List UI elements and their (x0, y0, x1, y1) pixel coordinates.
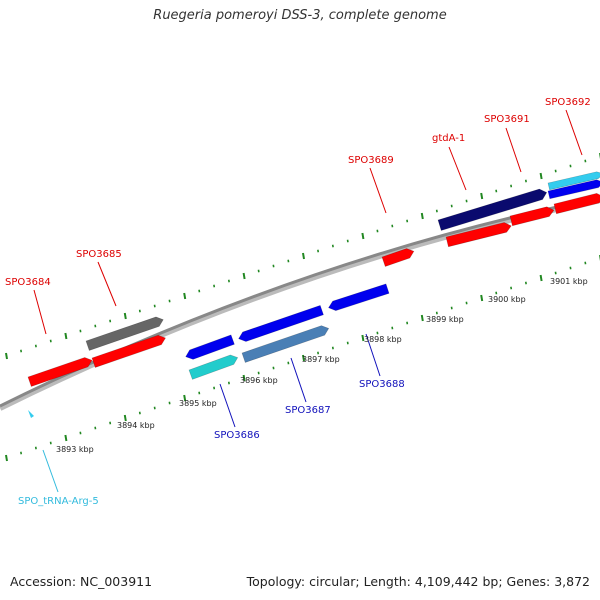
gene-gtda-1-fwd[interactable] (445, 221, 512, 248)
lower-guide-major-tick (183, 394, 187, 402)
callout-trna (42, 449, 59, 493)
trna-marker[interactable] (28, 410, 34, 418)
accession-text: Accession: NC_003911 (10, 574, 153, 589)
gene-spo3687-rev[interactable] (237, 304, 324, 343)
tick-label-3897: 3897 kbp (302, 355, 340, 364)
gene-label-spo3686[interactable]: SPO3686 (214, 430, 260, 441)
callout-spo3689 (369, 167, 387, 214)
lower-guide-major-tick (480, 294, 484, 302)
callout-spo3685 (97, 261, 117, 307)
tick-label-3898: 3898 kbp (364, 335, 402, 344)
lower-guide-major-tick (302, 354, 305, 362)
gene-spo3686-rev[interactable] (184, 334, 235, 361)
tick-label-3901: 3901 kbp (550, 277, 588, 286)
upper-guide-major-tick (539, 172, 543, 180)
gene-gtda-1[interactable] (437, 187, 548, 231)
lower-guide-major-tick (539, 274, 543, 282)
upper-guide-major-tick (361, 232, 365, 240)
lower-guide-major-tick (361, 334, 365, 342)
feature-track (27, 170, 600, 418)
gene-spo3692-rev[interactable] (547, 178, 600, 200)
lower-guide-major-tick (420, 314, 424, 322)
tick-label-3900: 3900 kbp (488, 295, 526, 304)
callout-spo3692 (565, 109, 583, 156)
upper-guide-major-tick (64, 332, 68, 340)
gene-label-spo3684[interactable]: SPO3684 (5, 277, 51, 288)
upper-guide-major-tick (302, 252, 305, 260)
gene-spo3686[interactable] (188, 353, 239, 380)
callout-spo3688 (365, 333, 381, 377)
gene-spo3692-cyan[interactable] (547, 170, 600, 191)
gene-label-spo3689[interactable]: SPO3689 (348, 155, 394, 166)
gene-spo3692[interactable] (553, 192, 600, 215)
backbone-shadow (0, 197, 600, 411)
gene-label-spo3691[interactable]: SPO3691 (484, 114, 530, 125)
tick-label-3895: 3895 kbp (179, 399, 217, 408)
gene-spo3689[interactable] (381, 247, 416, 267)
gene-spo3687[interactable] (241, 324, 330, 363)
topology-text: Topology: circular; Length: 4,109,442 bp… (246, 574, 590, 589)
gene-label-spo3687[interactable]: SPO3687 (285, 405, 331, 416)
gene-label-spo3688[interactable]: SPO3688 (359, 379, 405, 390)
gene-spo3688[interactable] (327, 283, 390, 313)
upper-guide-major-tick (242, 272, 246, 280)
tick-label-3894: 3894 kbp (117, 421, 155, 430)
upper-guide-major-tick (183, 292, 187, 300)
tick-label-3893: 3893 kbp (56, 445, 94, 454)
gene-spo3685[interactable] (85, 315, 165, 351)
callout-lines (33, 109, 583, 493)
callout-spo3691 (505, 127, 522, 173)
gene-label-spo3685[interactable]: SPO3685 (76, 249, 122, 260)
upper-guide-major-tick (123, 312, 127, 320)
gene-spo3685-fwd[interactable] (91, 333, 167, 368)
gene-spo3684[interactable] (27, 356, 94, 387)
gene-label-gtda-1[interactable]: gtdA-1 (432, 133, 465, 144)
lower-guide-major-tick (242, 374, 246, 382)
trna-label[interactable]: SPO_tRNA-Arg-5 (18, 496, 99, 507)
callout-gtda-1 (448, 146, 467, 191)
gene-spo3691[interactable] (509, 205, 555, 227)
lower-guide-major-tick (123, 414, 127, 422)
tick-label-3899: 3899 kbp (426, 315, 464, 324)
map-title: Ruegeria pomeroyi DSS-3, complete genome (153, 8, 447, 23)
callout-spo3686 (219, 383, 236, 428)
callout-spo3687 (290, 357, 307, 403)
upper-guide-major-tick (480, 192, 484, 200)
tick-label-3896: 3896 kbp (240, 376, 278, 385)
lower-guide-major-tick (5, 454, 8, 462)
callout-spo3684 (33, 289, 47, 335)
position-ticks (5, 153, 600, 462)
lower-guide-major-tick (64, 434, 68, 442)
upper-guide-major-tick (420, 212, 424, 220)
upper-guide-major-tick (5, 352, 8, 360)
gene-label-spo3692[interactable]: SPO3692 (545, 97, 591, 108)
